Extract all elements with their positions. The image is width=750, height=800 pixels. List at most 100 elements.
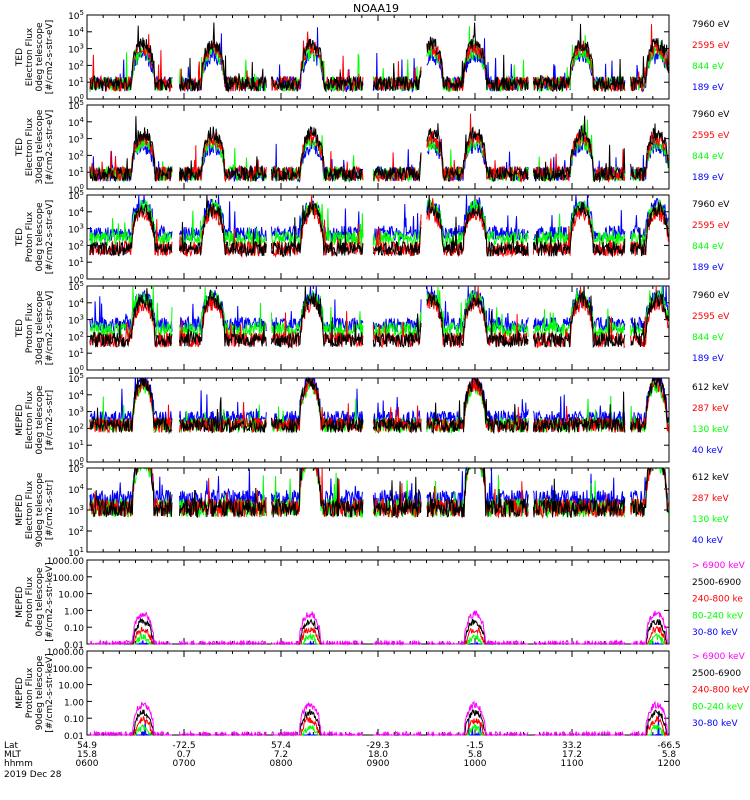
y-axis-label-line: 0deg telescope: [35, 567, 45, 637]
y-tick-label: 103: [68, 504, 84, 517]
series-trace-blue: [89, 715, 669, 737]
legend-entry: 7960 eV: [692, 200, 730, 210]
y-tick-label: 104: [68, 206, 84, 219]
y-axis-label-line: 90deg telescope: [35, 472, 45, 547]
x-tick-label-hhmm: 1100: [561, 759, 584, 769]
legend-entry: 2595 eV: [692, 312, 730, 322]
x-tick-label-lat: -1.5: [466, 741, 484, 751]
x-tick-label-mlt: 17.2: [562, 750, 582, 760]
x-tick-label-mlt: 5.8: [468, 750, 483, 760]
y-axis-label-line: [#/cm2-s-str-keV]: [45, 562, 55, 641]
y-tick-label: 0.10: [64, 715, 84, 725]
y-axis-label-line: MEPED: [15, 677, 25, 709]
series-trace-black: [89, 115, 669, 184]
y-tick-label: 1.00: [64, 698, 84, 708]
series-trace-black: [89, 466, 669, 519]
legend-entry: 844 eV: [692, 62, 725, 72]
y-axis-label-line: [#/cm2-s-str-eV]: [45, 291, 55, 366]
legend-entry: 7960 eV: [692, 110, 730, 120]
y-axis-label-line: TED: [15, 319, 25, 338]
y-tick-label: 10.00: [58, 591, 84, 601]
series-trace-black: [89, 377, 669, 435]
y-axis-label-line: 0deg telescope: [35, 22, 45, 92]
y-tick-label: 100.00: [53, 665, 85, 675]
panel-frame: [86, 650, 670, 736]
y-tick-label: 102: [68, 239, 84, 252]
y-tick-label: 101: [68, 256, 84, 269]
legend-entry: 844 eV: [692, 333, 725, 343]
y-axis-label-line: Proton Flux: [25, 211, 35, 262]
y-tick-label: 102: [68, 149, 84, 162]
legend-entry: 240-800 keV: [692, 686, 750, 696]
x-tick-label-hhmm: 1000: [464, 759, 487, 769]
series-trace-blue: [89, 376, 669, 428]
y-tick-label: 103: [68, 223, 84, 236]
y-axis-label-line: 0deg telescope: [35, 385, 45, 455]
legend-entry: 240-800 ke: [692, 595, 743, 605]
x-row-label: Lat: [4, 741, 19, 751]
legend-entry: 189 eV: [692, 83, 725, 93]
y-axis-label-line: MEPED: [15, 494, 25, 526]
y-tick-label: 101: [68, 347, 84, 360]
y-tick-label: 101: [68, 166, 84, 179]
legend-entry: 7960 eV: [692, 20, 730, 30]
y-axis-label-line: [#/cm2-s-str-keV]: [45, 653, 55, 732]
y-tick-label: 104: [68, 26, 84, 39]
legend-entry: 2595 eV: [692, 131, 730, 141]
y-tick-label: 102: [68, 525, 84, 538]
x-tick-label-hhmm: 0600: [76, 759, 99, 769]
legend-entry: 612 keV: [692, 473, 729, 483]
panel-8: 0.01 0.10 1.00 10.00 100.00 1000.00 MEPED Proto…: [15, 648, 750, 742]
y-tick-label: 102: [68, 422, 84, 435]
series-trace-black: [89, 617, 669, 645]
legend-entry: 844 eV: [692, 152, 725, 162]
y-tick-label: 101: [68, 76, 84, 89]
legend-entry: 40 keV: [692, 446, 724, 456]
y-axis-label-line: [#/cm2-s-str-eV]: [45, 110, 55, 185]
y-axis-label-line: TED: [15, 48, 25, 67]
legend-entry: 40 keV: [692, 536, 724, 546]
y-tick-label: 103: [68, 314, 84, 327]
y-tick-label: 104: [68, 483, 84, 496]
series-trace-black: [89, 22, 669, 93]
x-tick-label-lat: 33.2: [562, 741, 582, 751]
x-tick-label-hhmm: 0900: [367, 759, 390, 769]
legend-entry: 2500-6900: [692, 669, 741, 679]
y-axis-label-line: 30deg telescope: [35, 290, 45, 365]
legend-entry: > 6900 keV: [692, 561, 746, 571]
y-axis-label-line: Proton Flux: [25, 576, 35, 627]
y-tick-label: 102: [68, 330, 84, 343]
series-trace-black: [89, 708, 669, 736]
y-axis-label-line: 0deg telescope: [35, 202, 45, 272]
y-tick-label: 100.00: [53, 574, 85, 584]
legend-entry: 130 keV: [692, 515, 729, 525]
y-axis-label-line: TED: [15, 138, 25, 157]
legend-entry: 612 keV: [692, 383, 729, 393]
legend-entry: > 6900 keV: [692, 652, 746, 662]
legend-entry: 844 eV: [692, 242, 725, 252]
y-tick-label: 1.00: [64, 607, 84, 617]
y-tick-label: 104: [68, 116, 84, 129]
legend-entry: 7960 eV: [692, 291, 730, 301]
y-axis-label-line: Electron Flux: [25, 27, 35, 86]
y-axis-label-line: Electron Flux: [25, 480, 35, 539]
series-trace-red: [89, 625, 669, 645]
legend-entry: 80-240 keV: [692, 702, 744, 712]
x-tick-label-lat: 57.4: [271, 741, 291, 751]
y-axis-label-line: 90deg telescope: [35, 655, 45, 730]
y-axis-label-line: 30deg telescope: [35, 109, 45, 184]
x-tick-label-mlt: 5.8: [662, 750, 677, 760]
legend-entry: 80-240 keV: [692, 611, 744, 621]
y-axis-label-line: Proton Flux: [25, 302, 35, 353]
legend-entry: 189 eV: [692, 263, 725, 273]
y-tick-label: 1000.00: [47, 557, 84, 567]
legend-entry: 2595 eV: [692, 41, 730, 51]
y-tick-label: 103: [68, 133, 84, 146]
y-axis-label-line: [#/cm2-s-str-eV]: [45, 200, 55, 275]
y-axis-label-line: [#/cm2-s-str]: [45, 390, 55, 450]
